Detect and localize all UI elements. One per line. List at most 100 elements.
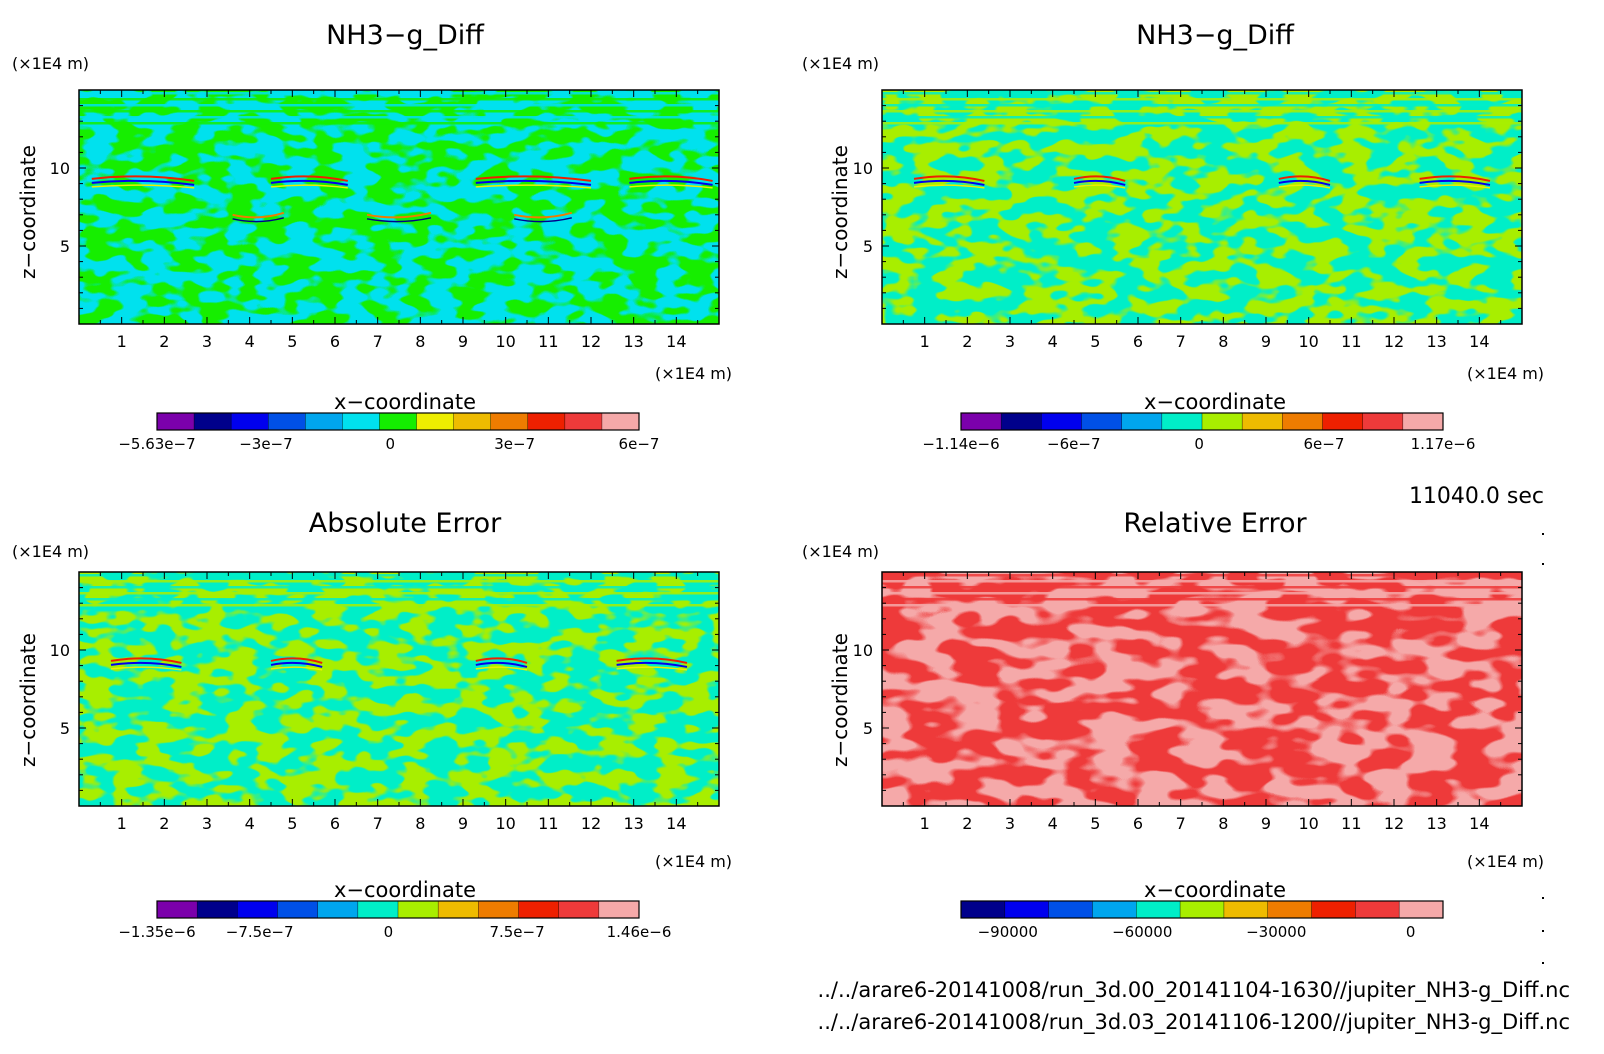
x-tick-label: 9 <box>458 814 468 833</box>
panel-1-x-unit: (×1E4 m) <box>655 364 733 383</box>
heatmap-contours <box>79 572 719 806</box>
x-tick-label: 11 <box>538 332 558 351</box>
feature-orange <box>232 211 285 219</box>
colorbar-swatch-sky <box>305 413 343 430</box>
colorbar-swatch-blue <box>237 901 278 918</box>
colorbar-swatch-crimson <box>564 413 603 430</box>
colorbar-3: −1.35e−6 −7.5e−7 0 7.5e−7 1.46e−6 <box>118 900 671 941</box>
feature-orange <box>366 211 432 219</box>
colorbar-swatch-blue <box>231 413 269 430</box>
x-tick-label: 11 <box>1341 814 1361 833</box>
feature-blue <box>1419 179 1491 186</box>
feature-red <box>616 657 688 664</box>
colorbar-tick-label: −30000 <box>1246 923 1306 941</box>
heatmap-band <box>882 592 1522 595</box>
colorbar-tick-label: 0 <box>1194 435 1204 453</box>
colorbar-swatch-amber <box>438 901 479 918</box>
x-tick-label: 2 <box>159 332 169 351</box>
x-tick-label: 12 <box>581 814 601 833</box>
colorbar-swatch-lime <box>1180 901 1225 918</box>
colorbar-swatch-aqua <box>357 901 399 918</box>
panel-3-title: Absolute Error <box>308 508 502 539</box>
heatmap-band <box>882 586 1522 589</box>
heatmap-band <box>79 598 719 601</box>
x-tick-label: 11 <box>538 814 558 833</box>
x-tick-label: 3 <box>202 332 212 351</box>
colorbar-swatch-royal <box>1048 901 1093 918</box>
x-tick-label: 8 <box>1218 814 1228 833</box>
x-tick-label: 4 <box>245 332 255 351</box>
colorbar-swatch-amber <box>1242 413 1283 430</box>
y-tick-label: 10 <box>853 159 873 178</box>
dot-marker <box>1542 962 1544 964</box>
colorbar-swatch-violet <box>157 413 195 430</box>
feature-navy <box>232 217 284 223</box>
colorbar-2: −1.14e−6 −6e−7 0 6e−7 1.17e−6 <box>922 412 1476 453</box>
x-tick-label: 10 <box>495 814 515 833</box>
feature-yellow <box>629 184 713 189</box>
feature-blue <box>91 179 195 186</box>
heatmap-contours <box>882 572 1522 806</box>
colorbar-4: −90000 −60000 −30000 0 <box>960 900 1444 941</box>
x-tick-label: 10 <box>1298 814 1318 833</box>
x-tick-label: 7 <box>373 814 383 833</box>
colorbar-swatch-navy <box>194 413 232 430</box>
colorbar-swatch-blue <box>1004 901 1050 918</box>
x-tick-label: 4 <box>1048 814 1058 833</box>
colorbar-swatch-red <box>1311 901 1356 918</box>
panel-4-y-label: z−coordinate <box>828 633 852 767</box>
colorbar-swatch-amber <box>1223 901 1269 918</box>
feature-yellow <box>1073 184 1126 189</box>
x-tick-label: 5 <box>1090 332 1100 351</box>
panel-2-title: NH3−g_Diff <box>1136 20 1294 51</box>
panel-2-x-label: x−coordinate <box>1143 390 1287 414</box>
feature-yellow <box>110 666 182 671</box>
x-tick-label: 13 <box>623 814 643 833</box>
colorbar-swatch-pink <box>1402 413 1444 430</box>
colorbar-tick-label: −7.5e−7 <box>226 923 294 941</box>
colorbar-tick-label: 1.17e−6 <box>1411 435 1476 453</box>
x-tick-label: 5 <box>287 332 297 351</box>
y-tick-label: 5 <box>863 237 873 256</box>
colorbar-swatch-lime <box>398 901 439 918</box>
feature-yellow <box>1419 184 1491 189</box>
colorbar-tick-label: −5.63e−7 <box>118 435 195 453</box>
panel-1-x-label: x−coordinate <box>333 390 477 414</box>
colorbar-swatch-sky <box>317 901 359 918</box>
colorbar-swatch-royal <box>277 901 319 918</box>
colorbar-tick-label: 6e−7 <box>619 435 660 453</box>
colorbar-swatch-royal <box>268 413 306 430</box>
dot-marker <box>1542 897 1544 899</box>
panel-4-x-unit: (×1E4 m) <box>1467 852 1545 871</box>
feature-yellow <box>270 666 323 671</box>
colorbar-swatch-amber <box>453 413 492 430</box>
heatmap-band <box>882 604 1522 607</box>
feature-red <box>913 175 985 182</box>
feature-blue <box>1278 179 1331 186</box>
panel-2-y-unit: (×1E4 m) <box>802 54 880 73</box>
colorbar-swatch-navy <box>961 901 1006 918</box>
x-tick-label: 14 <box>666 332 686 351</box>
x-tick-label: 9 <box>1261 814 1271 833</box>
heatmap-band <box>79 104 719 107</box>
feature-red <box>110 657 182 664</box>
x-tick-label: 3 <box>1005 332 1015 351</box>
colorbar-swatch-sky <box>1121 413 1163 430</box>
x-tick-label: 8 <box>415 814 425 833</box>
feature-red <box>1278 175 1331 182</box>
colorbar-tick-label: 0 <box>1406 923 1416 941</box>
y-tick-label: 10 <box>50 641 70 660</box>
feature-red <box>270 175 349 182</box>
x-tick-label: 1 <box>920 332 930 351</box>
dot-marker <box>1542 563 1544 565</box>
colorbar-swatch-pink <box>598 901 640 918</box>
heatmap-band <box>79 122 719 125</box>
colorbar-1: −5.63e−7 −3e−7 0 3e−7 6e−7 <box>118 412 660 453</box>
colorbar-swatch-aqua <box>1136 901 1181 918</box>
feature-yellow <box>475 666 528 671</box>
x-tick-label: 6 <box>330 814 340 833</box>
panel-3-y-label: z−coordinate <box>16 633 40 767</box>
x-tick-label: 14 <box>1469 814 1489 833</box>
panel-4-y-unit: (×1E4 m) <box>802 542 880 561</box>
